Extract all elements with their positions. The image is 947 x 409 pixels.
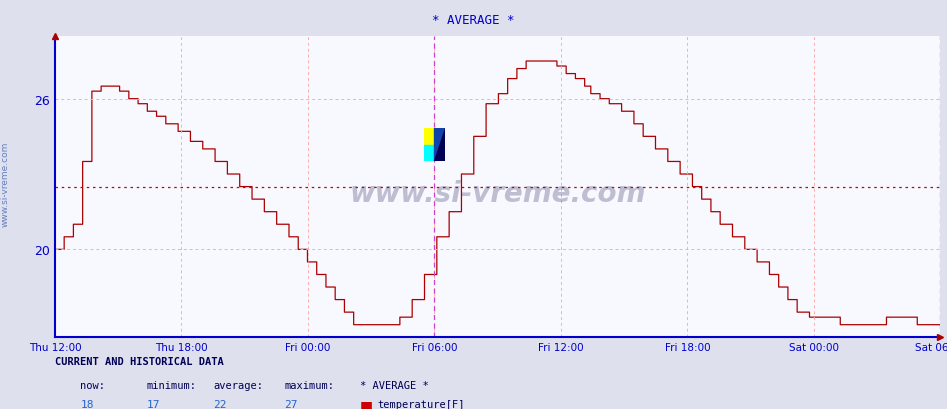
Text: 17: 17 (147, 399, 160, 409)
Polygon shape (435, 129, 445, 162)
Text: maximum:: maximum: (284, 380, 334, 390)
Text: * AVERAGE *: * AVERAGE * (360, 380, 429, 390)
Text: average:: average: (213, 380, 263, 390)
Text: ■: ■ (360, 399, 373, 409)
Text: temperature[F]: temperature[F] (377, 399, 464, 409)
Text: 27: 27 (284, 399, 297, 409)
Bar (424, 146, 435, 162)
Text: www.si-vreme.com: www.si-vreme.com (349, 179, 646, 207)
Text: now:: now: (80, 380, 105, 390)
Bar (424, 129, 435, 146)
Text: minimum:: minimum: (147, 380, 197, 390)
Text: CURRENT AND HISTORICAL DATA: CURRENT AND HISTORICAL DATA (55, 356, 223, 366)
Polygon shape (435, 129, 445, 162)
Text: www.si-vreme.com: www.si-vreme.com (0, 142, 9, 227)
Text: 22: 22 (213, 399, 226, 409)
Text: * AVERAGE *: * AVERAGE * (432, 14, 515, 27)
Text: 18: 18 (80, 399, 94, 409)
